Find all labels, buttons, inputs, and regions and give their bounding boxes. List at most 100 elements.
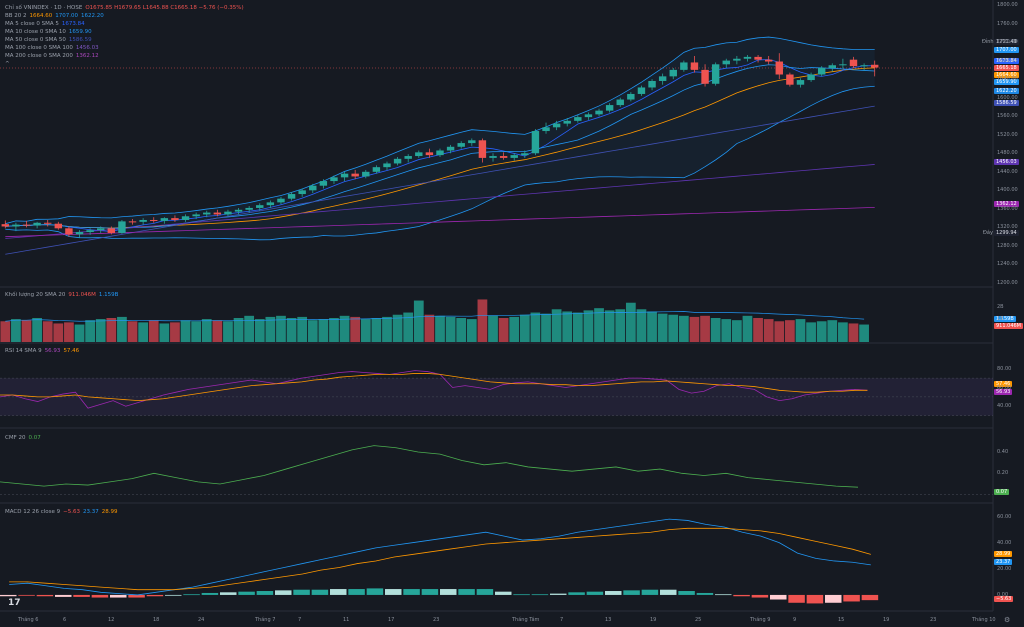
- price-tick-label: 1800.00: [997, 2, 1018, 8]
- macd-hist-bar-28: [513, 594, 530, 596]
- volume-bar-71: [753, 318, 763, 342]
- settings-gear-icon[interactable]: ⚙: [1004, 616, 1011, 624]
- volume-bar-4: [42, 321, 53, 342]
- volume-bar-37: [392, 314, 403, 342]
- vol-sma-tag: 1.159B: [994, 316, 1016, 322]
- candle-body-74: [786, 74, 794, 85]
- macd-hist-bar-17: [311, 589, 329, 595]
- price-tick-label: 1440.00: [997, 168, 1018, 175]
- volume-bar-77: [816, 321, 827, 342]
- volume-bar-29: [307, 320, 318, 342]
- candle-body-60: [637, 87, 646, 94]
- candle-body-2: [22, 224, 31, 226]
- macd-hist-bar-39: [715, 594, 732, 596]
- candle-body-15: [160, 218, 169, 221]
- candle-body-71: [754, 56, 762, 60]
- ma100-val: 1456.03: [75, 45, 99, 51]
- candle-body-65: [690, 62, 699, 70]
- ma200-tag: 1362.12: [994, 201, 1019, 207]
- macd-hist-bar-30: [550, 593, 567, 595]
- candle-body-12: [128, 221, 137, 223]
- x-tick-label: 23: [433, 617, 440, 623]
- macd-hist-bar-2: [36, 594, 54, 597]
- cmf-label: CMF 20: [5, 435, 26, 441]
- candle-body-17: [181, 216, 190, 220]
- price-tick-label: 1200.00: [997, 280, 1018, 286]
- candle-body-33: [351, 173, 359, 177]
- dinh-tag: 1711.49: [994, 39, 1019, 45]
- legend-cmf: CMF 20 0.07: [5, 434, 44, 442]
- candle-body-4: [44, 222, 52, 224]
- macd-hist-bar-7: [128, 594, 145, 598]
- candle-body-46: [489, 156, 497, 158]
- day-label: Đáy: [983, 230, 993, 236]
- volume-bar-50: [530, 312, 541, 342]
- candle-body-13: [139, 219, 147, 222]
- macd-label: MACD 12 26 close 9: [5, 509, 61, 515]
- rsi-tick-label: 80.00: [997, 365, 1012, 372]
- macd-hist-bar-18: [330, 589, 347, 595]
- macd-hist-tag: −5.63: [994, 596, 1014, 602]
- volume-bar-30: [318, 319, 329, 342]
- macd-hist-bar-13: [238, 591, 255, 595]
- macd-hist-bar-34: [623, 590, 640, 595]
- price-tick-label: 1480.00: [997, 150, 1018, 157]
- price-tick-label: 1360.00: [997, 205, 1018, 212]
- volume-bar-51: [541, 313, 551, 342]
- candle-body-35: [372, 167, 381, 172]
- ma5-tag: 1673.84: [994, 58, 1019, 64]
- rsi-val: 56.93: [44, 348, 61, 354]
- volume-bar-61: [647, 311, 657, 342]
- candle-body-37: [393, 158, 402, 164]
- macd-hist-bar-5: [91, 594, 109, 598]
- rsi-sma-tag: 57.46: [994, 381, 1013, 387]
- price-tick-label: 1560.00: [997, 113, 1018, 120]
- volume-bar-52: [551, 309, 562, 342]
- candle-body-38: [404, 156, 412, 159]
- ohlc-readout: O1675.85 H1679.65 L1645.88 C1665.18 −5.7…: [85, 5, 244, 11]
- volume-bar-38: [403, 312, 414, 342]
- collapse-legend-button[interactable]: ^: [5, 61, 10, 67]
- candle-body-8: [86, 230, 94, 233]
- volume-bar-17: [180, 320, 191, 342]
- close-tag: 1665.18: [994, 65, 1019, 71]
- candle-body-10: [107, 228, 116, 233]
- volume-bar-39: [413, 300, 424, 342]
- ma5-val: 1673.84: [61, 21, 85, 27]
- rsi-line: [0, 370, 868, 409]
- x-tick-label: 11: [343, 617, 350, 623]
- price-tick-label: 1640.00: [997, 76, 1018, 83]
- macd-tag: 23.37: [994, 559, 1013, 565]
- x-tick-label: 23: [930, 617, 937, 623]
- candle-body-18: [192, 214, 200, 217]
- candle-body-52: [552, 123, 561, 128]
- x-tick-label: 6: [63, 617, 67, 623]
- volume-bar-44: [466, 319, 477, 342]
- macd-hist-bar-27: [495, 591, 512, 595]
- macd-hist-bar-40: [733, 594, 750, 597]
- x-tick-label: 19: [650, 617, 657, 623]
- volume-bar-56: [594, 308, 604, 342]
- macd-hist-bar-24: [440, 589, 457, 595]
- vol-tag: 911.046M: [994, 323, 1023, 329]
- ma100-tag: 1456.03: [994, 159, 1019, 165]
- x-tick-label: Tháng 10: [972, 617, 996, 623]
- macd-hist-bar-19: [348, 589, 365, 595]
- volume-bar-43: [456, 318, 467, 342]
- day-tag: 1299.94: [994, 230, 1019, 236]
- volume-bar-27: [286, 318, 297, 342]
- x-tick-label: Tháng 7: [255, 617, 276, 623]
- candle-body-66: [701, 69, 709, 84]
- legend-price: Chỉ số VNINDEX · 1D · HOSE O1675.85 H1679…: [5, 4, 247, 68]
- volume-bar-73: [774, 321, 785, 342]
- volume-bar-18: [191, 321, 202, 342]
- x-tick-label: 15: [838, 617, 845, 623]
- candle-body-31: [330, 177, 338, 182]
- dinh-label: Đỉnh: [982, 39, 994, 45]
- macd-hist-bar-1: [18, 594, 35, 596]
- macd-hist-bar-15: [275, 590, 292, 595]
- x-tick-label: 9: [793, 617, 797, 623]
- volume-bar-14: [148, 320, 159, 342]
- price-tick-label: 1400.00: [997, 187, 1018, 194]
- rsi-tag: 56.93: [994, 389, 1013, 395]
